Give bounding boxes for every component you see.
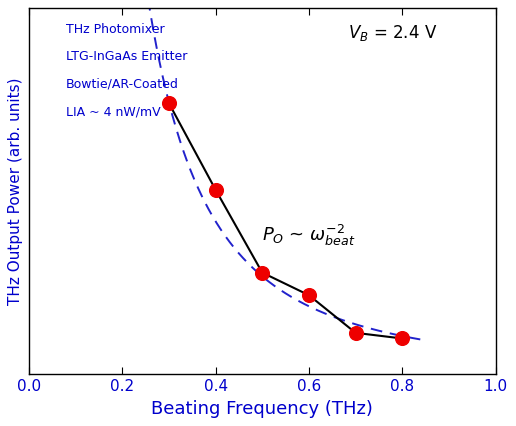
Point [258,269,266,276]
Text: THz Photomixer: THz Photomixer [66,23,165,36]
Point [165,100,173,106]
X-axis label: Beating Frequency (THz): Beating Frequency (THz) [151,400,373,417]
Text: LIA ~ 4 nW/mV: LIA ~ 4 nW/mV [66,105,161,118]
Y-axis label: THz Output Power (arb. units): THz Output Power (arb. units) [8,78,23,305]
Point [305,292,313,299]
Text: LTG-InGaAs Emitter: LTG-InGaAs Emitter [66,50,188,63]
Point [351,329,360,336]
Text: Bowtie/AR-Coated: Bowtie/AR-Coated [66,78,179,91]
Text: $P_O$ ~ $\omega_{beat}^{-2}$: $P_O$ ~ $\omega_{beat}^{-2}$ [262,223,356,248]
Point [398,335,407,342]
Text: $V_B$ = 2.4 V: $V_B$ = 2.4 V [348,23,438,43]
Point [212,187,220,193]
